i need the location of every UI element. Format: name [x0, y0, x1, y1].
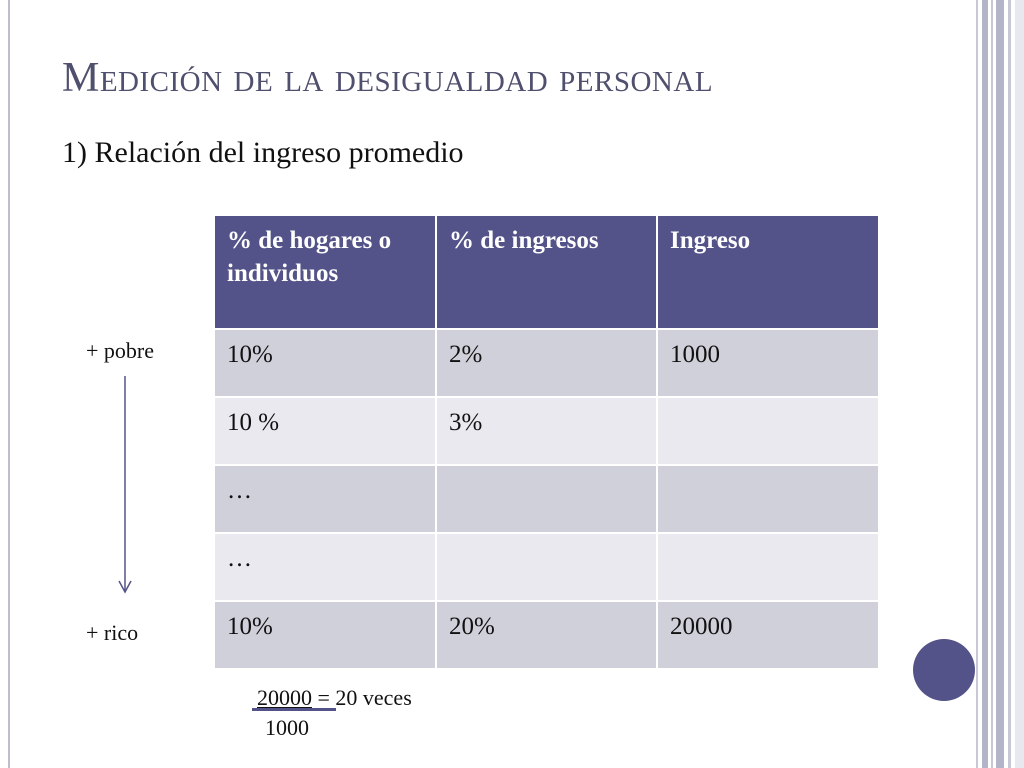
label-poorer: + pobre — [86, 338, 154, 363]
formula-result: = 20 veces — [312, 685, 412, 710]
arrow-down-icon — [118, 376, 132, 594]
left-frame-line — [8, 0, 10, 768]
decor-stripe — [1015, 0, 1024, 768]
table-header-row: % de hogares o individuos % de ingresos … — [213, 214, 880, 330]
header-income: Ingreso — [656, 214, 880, 330]
slide-subtitle: 1) Relación del ingreso promedio — [62, 136, 464, 169]
decor-circle — [913, 639, 975, 701]
income-table: % de hogares o individuos % de ingresos … — [213, 214, 880, 670]
table-cell — [435, 532, 658, 602]
table-cell — [656, 396, 880, 466]
header-households: % de hogares o individuos — [213, 214, 437, 330]
slide-title: Medición de la desigualdad personal — [62, 55, 714, 101]
table-row: … — [213, 464, 880, 534]
header-income-share: % de ingresos — [435, 214, 658, 330]
table-cell: 10% — [213, 328, 437, 398]
table-cell: 3% — [435, 396, 658, 466]
table-cell: 10% — [213, 600, 437, 670]
decor-stripe — [996, 0, 1004, 768]
table-row: … — [213, 532, 880, 602]
fraction-bar — [252, 708, 336, 711]
label-richer: + rico — [86, 620, 139, 645]
decor-stripe — [1008, 0, 1011, 768]
table-cell — [656, 532, 880, 602]
table-cell: 20000 — [656, 600, 880, 670]
table-cell: 20% — [435, 600, 658, 670]
table-row: 10% 2% 1000 — [213, 328, 880, 398]
table-cell: 2% — [435, 328, 658, 398]
formula-numerator: 20000 — [257, 685, 312, 710]
table-cell: 1000 — [656, 328, 880, 398]
table-cell: … — [213, 464, 437, 534]
decor-stripe — [976, 0, 978, 768]
table-row: 10% 20% 20000 — [213, 600, 880, 670]
table-row: 10 % 3% — [213, 396, 880, 466]
formula-line: 20000 = 20 veces — [257, 685, 412, 711]
decor-stripe — [982, 0, 988, 768]
table-cell — [435, 464, 658, 534]
decor-stripe — [991, 0, 993, 768]
table-cell: 10 % — [213, 396, 437, 466]
table-cell — [656, 464, 880, 534]
formula-denominator: 1000 — [265, 715, 309, 740]
table-cell: … — [213, 532, 437, 602]
